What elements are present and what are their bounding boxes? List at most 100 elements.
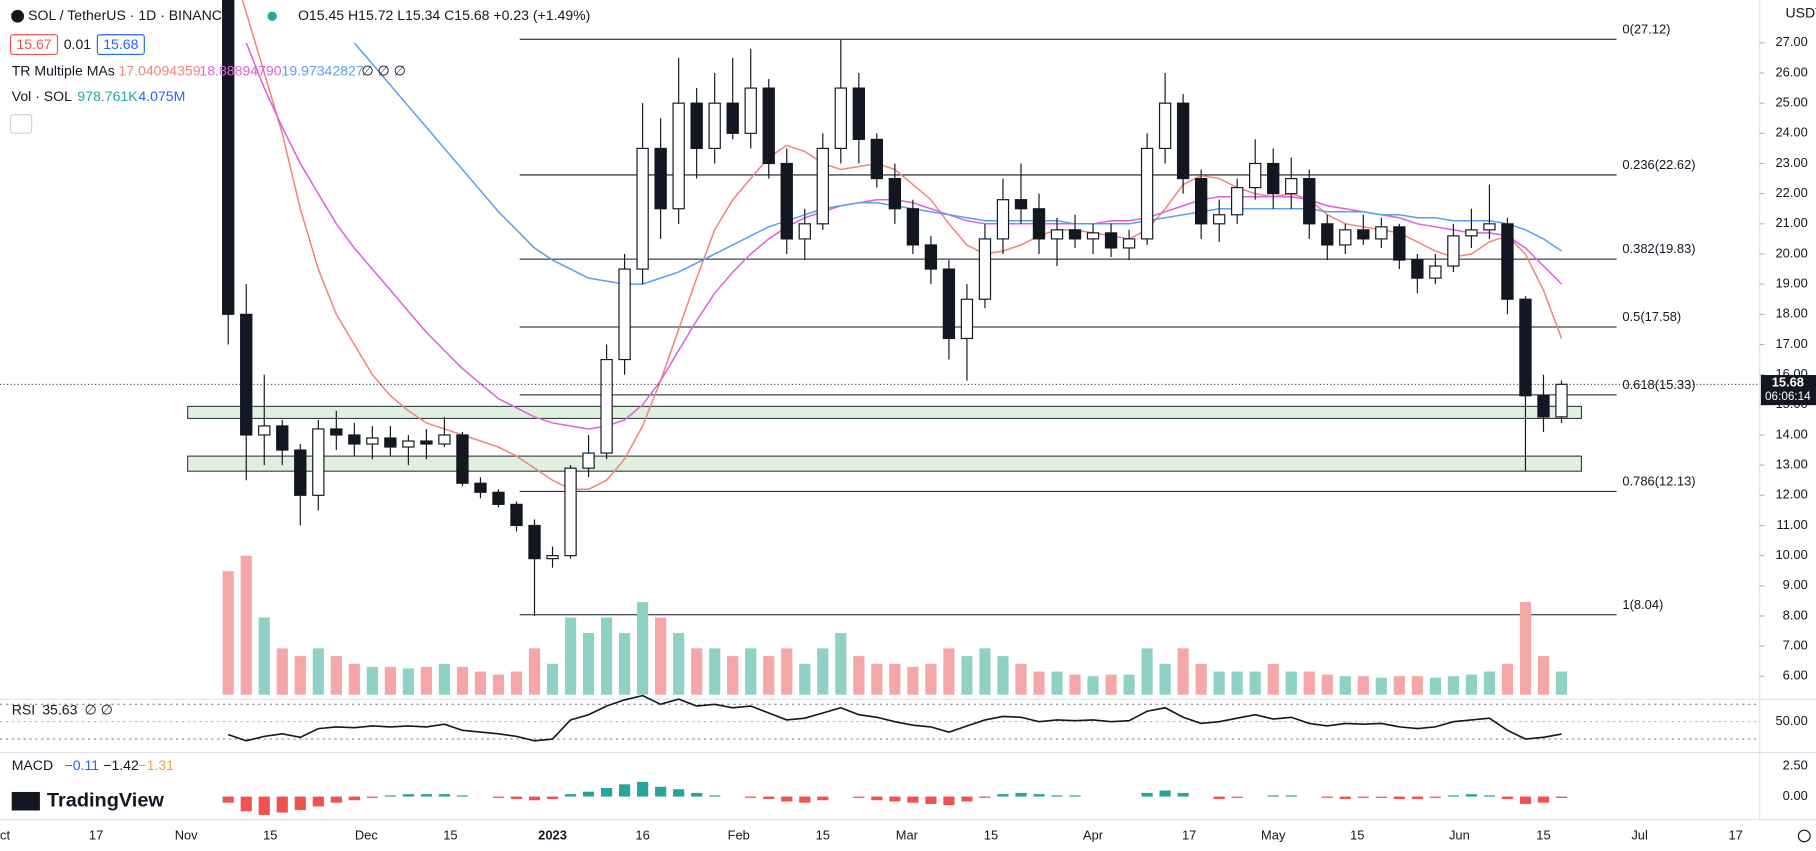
macd-histogram <box>1375 796 1387 798</box>
volume-bar <box>1141 648 1153 695</box>
ma-value: 18.88894790 <box>199 63 281 79</box>
candle-body <box>1231 187 1244 216</box>
macd-histogram <box>1501 796 1514 800</box>
sell-button[interactable] <box>9 34 59 55</box>
volume-bar <box>1321 674 1333 695</box>
volume-bar <box>997 656 1009 695</box>
brand[interactable]: TradingView <box>47 790 165 812</box>
volume-bar <box>366 666 378 695</box>
macd-histogram <box>889 796 901 802</box>
macd-histogram <box>1015 792 1027 797</box>
macd-histogram <box>1339 796 1351 800</box>
macd-histogram <box>637 781 649 797</box>
macd-histogram <box>1069 795 1081 797</box>
currency[interactable]: USDT <box>1785 5 1816 21</box>
volume-bar <box>222 571 234 695</box>
volume-bar <box>582 632 595 695</box>
x-tick-label: 17 <box>89 827 103 842</box>
fib-label: 1(8.04) <box>1622 597 1663 612</box>
macd-histogram <box>528 796 541 801</box>
bid[interactable]: 15.67 <box>16 36 51 52</box>
candle-body <box>1393 226 1406 261</box>
candle-body <box>222 0 235 315</box>
macd-histogram <box>1213 796 1225 800</box>
collapse-button[interactable] <box>9 114 33 134</box>
volume-bar <box>1303 671 1315 695</box>
macd-value: −1.31 <box>138 757 174 773</box>
x-tick-label: Apr <box>1083 827 1104 842</box>
candle-body <box>1447 235 1460 267</box>
volume-bar <box>871 663 883 695</box>
symbol-title[interactable]: SOL / TetherUS · 1D · BINANCE <box>28 7 231 23</box>
volume-bar <box>1411 676 1423 695</box>
indicator-name[interactable]: MACD <box>12 757 53 773</box>
macd-histogram <box>366 796 378 798</box>
volume-bar <box>276 648 288 695</box>
y-tick-label: 23.00 <box>1776 155 1808 170</box>
y-tick-label: 24.00 <box>1776 125 1808 140</box>
candle-body <box>618 268 631 361</box>
macd-histogram <box>1519 796 1532 804</box>
ma-extra: ∅ ∅ ∅ <box>361 63 406 79</box>
volume-bar <box>1249 671 1261 695</box>
spread: 0.01 <box>64 36 92 52</box>
indicator-name[interactable]: RSI <box>12 702 35 718</box>
volume-bar <box>330 656 342 695</box>
volume-bar <box>1555 671 1568 695</box>
macd-histogram <box>781 796 793 802</box>
indicator-name[interactable]: TR Multiple MAs <box>12 63 115 79</box>
volume-bar <box>258 617 270 695</box>
macd-histogram <box>1267 795 1279 797</box>
ask[interactable]: 15.68 <box>103 36 138 52</box>
y-tick-label: 8.00 <box>1783 607 1808 622</box>
candle-body <box>1068 229 1082 240</box>
candle-body <box>744 87 757 134</box>
candle-body <box>1050 229 1064 240</box>
buy-button[interactable] <box>96 34 145 55</box>
support-zone <box>187 405 1582 419</box>
candle-body <box>456 434 469 484</box>
brand-logo[interactable] <box>11 791 40 811</box>
symbol-icon[interactable] <box>11 9 25 23</box>
macd-histogram <box>871 796 883 801</box>
ma-value: 19.97342827 <box>282 63 364 79</box>
macd-histogram <box>655 786 667 797</box>
macd-histogram <box>763 796 775 800</box>
macd-histogram <box>1285 795 1297 797</box>
candle-body <box>654 147 667 210</box>
macd-histogram <box>1555 796 1568 798</box>
macd-histogram <box>1177 792 1189 797</box>
macd-histogram <box>1231 796 1243 798</box>
candle-body <box>1158 102 1172 149</box>
settings-icon[interactable] <box>1797 829 1811 843</box>
volume-bar <box>1051 671 1063 695</box>
candle-body <box>312 428 325 496</box>
macd-histogram <box>1033 794 1045 797</box>
x-tick-label: Dec <box>355 827 379 842</box>
volume-bar <box>1519 602 1532 695</box>
last-price-label: 15.68 <box>1772 375 1804 390</box>
volume-bar <box>925 663 937 695</box>
macd-histogram <box>979 796 991 798</box>
fib-label: 0(27.12) <box>1622 21 1670 36</box>
rsi-value: 35.63 <box>42 702 77 718</box>
macd-histogram <box>420 794 432 797</box>
volume-bar <box>835 632 847 695</box>
ohlc: O15.45 H15.72 L15.34 C15.68 +0.23 (+1.49… <box>298 7 590 23</box>
indicator-name[interactable]: Vol · SOL <box>12 88 72 104</box>
x-tick-label: 16 <box>635 827 649 842</box>
candle-body <box>924 244 938 270</box>
candle-body <box>1411 259 1424 279</box>
macd-histogram <box>438 794 451 797</box>
volume-bar <box>510 671 523 695</box>
candle-body <box>1122 238 1136 249</box>
volume-bar <box>745 648 757 695</box>
candle-body <box>1194 177 1208 225</box>
candle-body <box>492 491 505 505</box>
x-tick-label: 17 <box>1182 827 1196 842</box>
volume-bar <box>1357 676 1369 695</box>
candle-body <box>1519 298 1532 397</box>
candle-body <box>1303 177 1316 225</box>
y-tick-label: 27.00 <box>1776 34 1808 49</box>
candle-body <box>1014 199 1028 210</box>
